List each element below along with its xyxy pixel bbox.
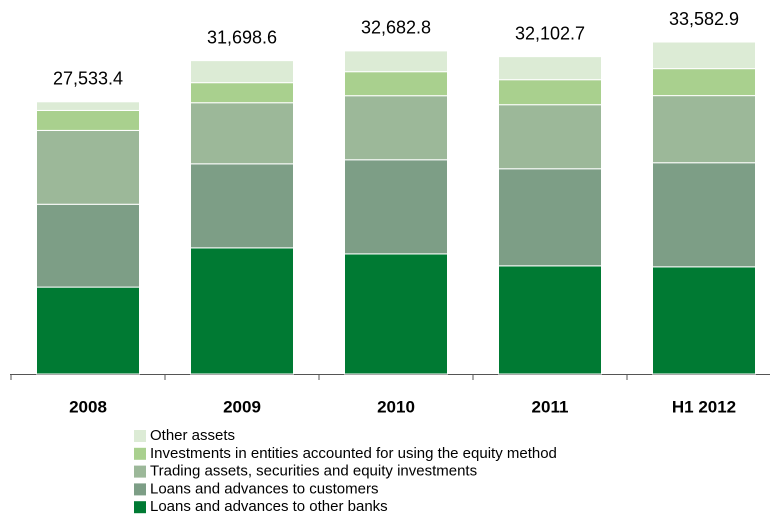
bar-segment <box>344 71 448 97</box>
bar-segment <box>498 79 602 106</box>
legend-label: Loans and advances to customers <box>150 480 378 497</box>
bar-segment <box>190 82 294 104</box>
bar-segment <box>36 286 140 375</box>
x-tick-label: 2009 <box>223 397 261 416</box>
bar-segment <box>498 104 602 170</box>
bar-segment <box>652 68 756 97</box>
bar-segment <box>652 162 756 268</box>
bar-segment <box>652 95 756 164</box>
bar-segment <box>36 129 140 205</box>
bar-segment <box>36 203 140 288</box>
legend-swatch <box>134 465 146 478</box>
bar-segment <box>190 247 294 375</box>
bar-segment <box>652 41 756 70</box>
bar-segment <box>344 159 448 255</box>
bar-segment <box>344 253 448 375</box>
bar-segment <box>498 265 602 375</box>
bar-segment <box>652 266 756 375</box>
bar-segment <box>344 50 448 73</box>
legend-swatch <box>134 483 146 496</box>
x-tick-label: 2010 <box>377 397 415 416</box>
bar-segment <box>190 102 294 165</box>
bar-segment <box>498 56 602 81</box>
x-tick-label: 2011 <box>532 397 569 416</box>
total-label: 31,698.6 <box>207 27 277 47</box>
legend-swatch <box>134 430 146 442</box>
bar-segment <box>190 163 294 249</box>
legend-label: Investments in entities accounted for us… <box>150 445 557 462</box>
x-tick-label: 2008 <box>69 397 107 416</box>
bar-segment <box>344 95 448 161</box>
legend-swatch <box>134 501 146 514</box>
bar-segment <box>190 60 294 84</box>
total-label: 27,533.4 <box>53 69 123 89</box>
bar-segment <box>498 168 602 267</box>
total-label: 33,582.9 <box>669 9 739 29</box>
legend-label: Loans and advances to other banks <box>150 498 388 515</box>
legend-swatch <box>134 447 146 460</box>
total-label: 32,682.8 <box>361 18 431 38</box>
bar-segment <box>36 101 140 111</box>
total-label: 32,102.7 <box>515 23 585 43</box>
legend-label: Other assets <box>150 427 235 444</box>
bar-segment <box>36 109 140 131</box>
x-tick-label: H1 2012 <box>672 397 736 416</box>
legend-label: Trading assets, securities and equity in… <box>150 463 477 480</box>
